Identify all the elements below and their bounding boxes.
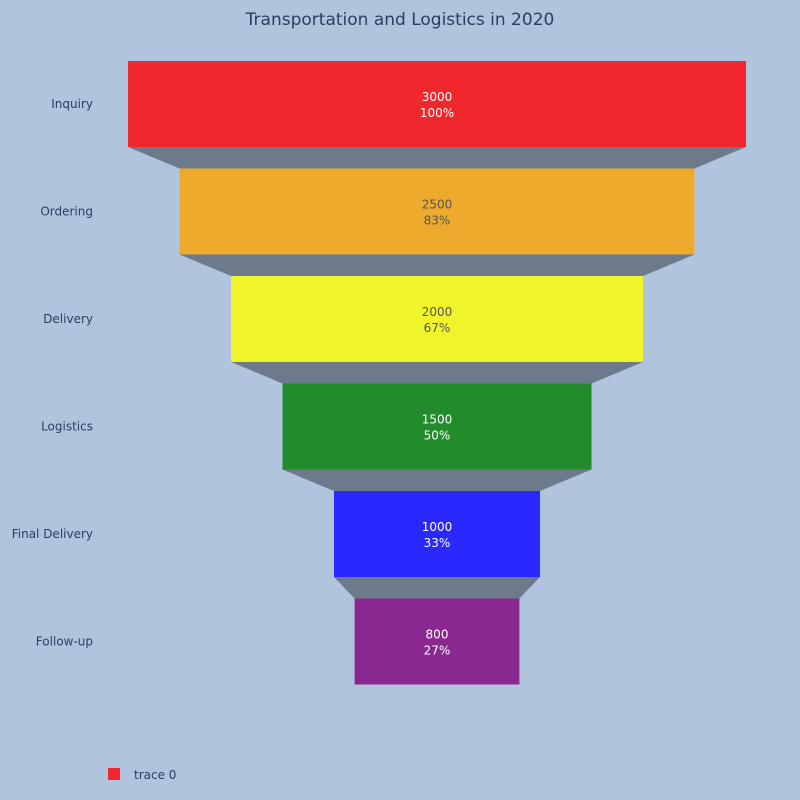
- value-label: 2500: [422, 198, 453, 212]
- chart-title: Transportation and Logistics in 2020: [245, 10, 555, 30]
- funnel-bar-logistics[interactable]: [282, 383, 592, 470]
- stage-label: Logistics: [41, 420, 93, 434]
- percent-label: 50%: [424, 429, 451, 443]
- stage-label: Delivery: [43, 312, 93, 326]
- percent-label: 100%: [420, 106, 454, 120]
- percent-label: 27%: [424, 644, 451, 658]
- legend-entry[interactable]: trace 0: [134, 768, 176, 782]
- stage-label: Inquiry: [51, 97, 93, 111]
- funnel-bar-ordering[interactable]: [179, 168, 695, 255]
- value-label: 800: [426, 628, 449, 642]
- percent-label: 33%: [424, 536, 451, 550]
- funnel-connector: [334, 577, 540, 599]
- funnel-connectors: [128, 147, 746, 599]
- value-label: 1000: [422, 520, 453, 534]
- percent-label: 67%: [424, 321, 451, 335]
- legend-swatch[interactable]: [108, 768, 120, 780]
- value-label: 2000: [422, 305, 453, 319]
- legend[interactable]: trace 0: [108, 768, 176, 782]
- percent-label: 83%: [424, 214, 451, 228]
- funnel-bar-inquiry[interactable]: [128, 61, 746, 147]
- stage-label: Final Delivery: [12, 527, 93, 541]
- funnel-bar-final-delivery[interactable]: [334, 491, 540, 577]
- funnel-bar-delivery[interactable]: [231, 276, 643, 362]
- funnel-connector: [179, 254, 695, 276]
- funnel-bar-follow-up[interactable]: [354, 598, 520, 685]
- funnel-connector: [128, 147, 746, 169]
- funnel-bars: [128, 61, 746, 685]
- stage-labels: Inquiry Ordering Delivery Logistics Final De…: [12, 97, 93, 649]
- value-label: 1500: [422, 413, 453, 427]
- stage-label: Follow-up: [36, 635, 93, 649]
- funnel-connector: [282, 469, 592, 491]
- stage-label: Ordering: [40, 205, 93, 219]
- value-labels: 3000 100% 2500 83% 2000 67% 1500 50% 1000 33% 800 2…: [420, 90, 454, 658]
- value-label: 3000: [422, 90, 453, 104]
- funnel-connector: [231, 362, 643, 384]
